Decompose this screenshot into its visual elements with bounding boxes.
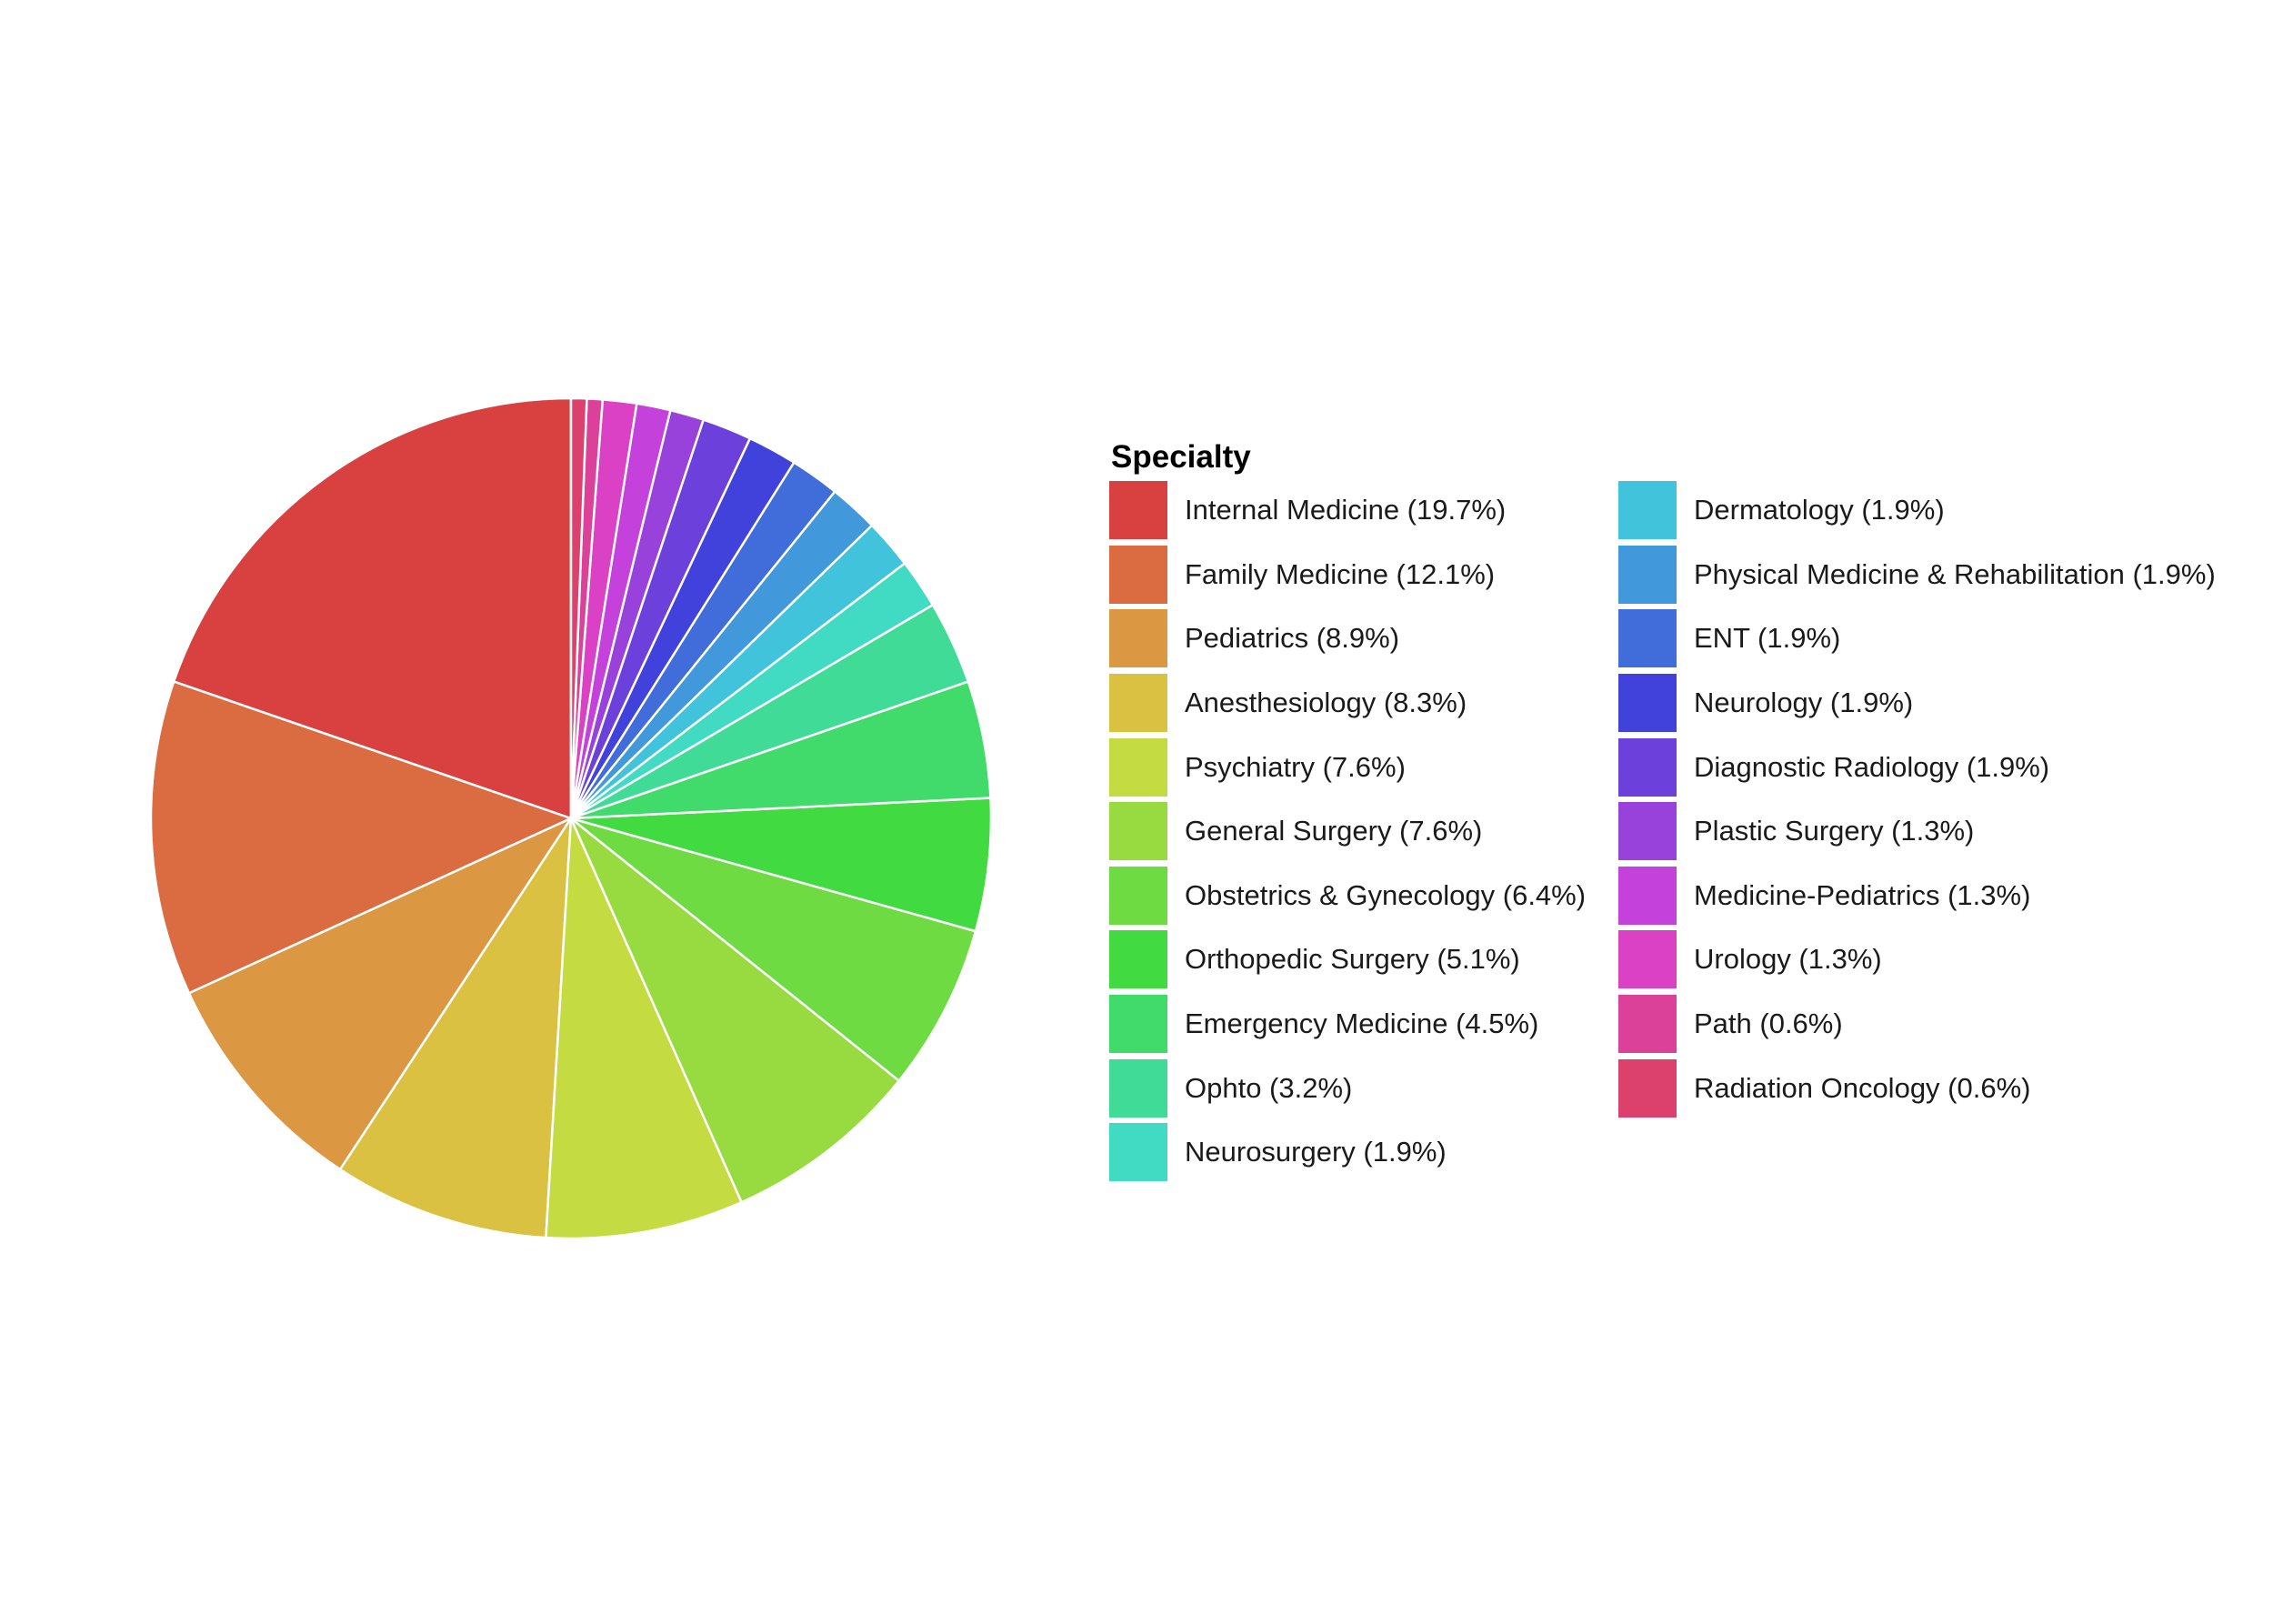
- legend-swatch: [1618, 1058, 1677, 1118]
- legend-item: Pediatrics (8.9%): [1109, 606, 1618, 671]
- legend-item: Internal Medicine (19.7%): [1109, 478, 1618, 543]
- legend-item: Family Medicine (12.1%): [1109, 543, 1618, 607]
- legend-swatch: [1618, 674, 1677, 733]
- legend-item: Orthopedic Surgery (5.1%): [1109, 927, 1618, 992]
- legend-item: Obstetrics & Gynecology (6.4%): [1109, 864, 1618, 928]
- legend-item: General Surgery (7.6%): [1109, 799, 1618, 864]
- legend-item: Psychiatry (7.6%): [1109, 735, 1618, 799]
- pie-slice-2: [187, 817, 573, 1171]
- legend-swatch: [1618, 609, 1677, 668]
- pie-chart-svg: [149, 396, 993, 1240]
- legend-item: Physical Medicine & Rehabilitation (1.9%…: [1618, 543, 2216, 607]
- legend-item: Path (0.6%): [1618, 992, 2216, 1057]
- legend-item: Plastic Surgery (1.3%): [1618, 799, 2216, 864]
- legend-label: Plastic Surgery (1.3%): [1694, 815, 1975, 847]
- pie-slice-1: [149, 680, 573, 995]
- legend-swatch: [1618, 995, 1677, 1054]
- legend-label: Urology (1.3%): [1694, 943, 1882, 976]
- pie-slice-6: [569, 817, 977, 1082]
- legend-swatch: [1618, 545, 1677, 604]
- legend-label: Ophto (3.2%): [1185, 1071, 1353, 1104]
- legend-column-2: Dermatology (1.9%) Physical Medicine & Re…: [1618, 478, 2216, 1185]
- pie-slice-5: [569, 817, 901, 1204]
- legend-swatch: [1109, 545, 1167, 604]
- legend-swatch: [1109, 674, 1167, 733]
- legend-label: Neurosurgery (1.9%): [1185, 1136, 1447, 1168]
- legend-label: Orthopedic Surgery (5.1%): [1185, 943, 1520, 976]
- legend-label: Pediatrics (8.9%): [1185, 622, 1400, 655]
- legend-swatch: [1618, 802, 1677, 861]
- legend-label: ENT (1.9%): [1694, 622, 1841, 655]
- legend-item: Anesthesiology (8.3%): [1109, 671, 1618, 736]
- legend-label: Radiation Oncology (0.6%): [1694, 1071, 2031, 1104]
- legend-swatch: [1618, 930, 1677, 989]
- legend-swatch: [1109, 737, 1167, 797]
- legend-swatch: [1109, 802, 1167, 861]
- legend-swatch: [1618, 866, 1677, 925]
- legend-item: Neurosurgery (1.9%): [1109, 1120, 1618, 1185]
- legend-label: Diagnostic Radiology (1.9%): [1694, 750, 2050, 783]
- legend-swatch: [1109, 609, 1167, 668]
- pie-slice-3: [338, 817, 573, 1239]
- legend-label: Medicine-Pediatrics (1.3%): [1694, 878, 2031, 911]
- pie-chart: [0, 0, 1091, 1624]
- pie-slice-20: [569, 396, 588, 820]
- legend-item: Dermatology (1.9%): [1618, 478, 2216, 543]
- legend-item: Ophto (3.2%): [1109, 1056, 1618, 1120]
- legend-swatch: [1618, 481, 1677, 540]
- legend-item: Medicine-Pediatrics (1.3%): [1618, 864, 2216, 928]
- legend-label: Dermatology (1.9%): [1694, 494, 1945, 526]
- pie-slice-7: [569, 797, 993, 933]
- legend-item: Urology (1.3%): [1618, 927, 2216, 992]
- legend-item: Radiation Oncology (0.6%): [1618, 1056, 2216, 1120]
- legend-label: Physical Medicine & Rehabilitation (1.9%…: [1694, 557, 2216, 590]
- legend-label: Psychiatry (7.6%): [1185, 750, 1406, 783]
- legend: Specialty Internal Medicine (19.7%) Famil…: [1109, 436, 2216, 1185]
- legend-item: Neurology (1.9%): [1618, 671, 2216, 736]
- legend-label: Path (0.6%): [1694, 1007, 1843, 1040]
- legend-item: Diagnostic Radiology (1.9%): [1618, 735, 2216, 799]
- pie-slice-0: [172, 396, 573, 820]
- legend-label: Family Medicine (12.1%): [1185, 557, 1496, 590]
- legend-swatch: [1109, 1123, 1167, 1182]
- legend-swatch: [1618, 737, 1677, 797]
- legend-item: ENT (1.9%): [1618, 606, 2216, 671]
- legend-label: Internal Medicine (19.7%): [1185, 494, 1507, 526]
- legend-swatch: [1109, 1058, 1167, 1118]
- legend-columns: Internal Medicine (19.7%) Family Medicine…: [1109, 478, 2216, 1185]
- legend-swatch: [1109, 930, 1167, 989]
- legend-title: Specialty: [1111, 439, 1251, 475]
- legend-column-1: Internal Medicine (19.7%) Family Medicine…: [1109, 478, 1618, 1185]
- legend-swatch: [1109, 481, 1167, 540]
- legend-label: Neurology (1.9%): [1694, 687, 1914, 719]
- legend-label: Emergency Medicine (4.5%): [1185, 1007, 1539, 1040]
- legend-label: Obstetrics & Gynecology (6.4%): [1185, 878, 1587, 911]
- pie-slice-4: [545, 817, 743, 1240]
- legend-swatch: [1109, 866, 1167, 925]
- legend-label: General Surgery (7.6%): [1185, 815, 1483, 847]
- legend-label: Anesthesiology (8.3%): [1185, 687, 1467, 719]
- legend-item: Emergency Medicine (4.5%): [1109, 992, 1618, 1057]
- legend-swatch: [1109, 995, 1167, 1054]
